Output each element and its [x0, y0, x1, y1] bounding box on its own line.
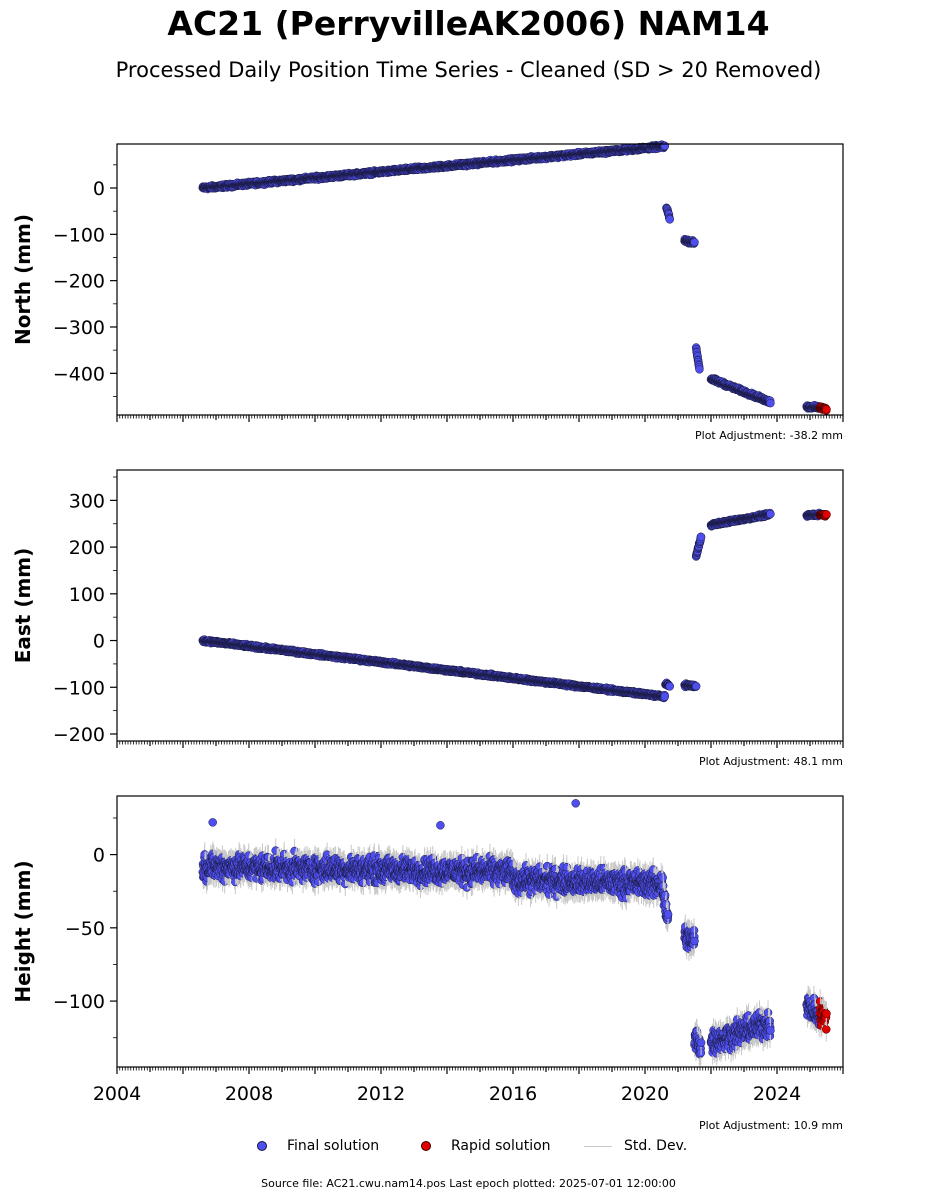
final-point: [666, 215, 674, 223]
rapid-point: [823, 405, 831, 413]
final-point: [695, 365, 703, 373]
final-point: [766, 399, 774, 407]
final-point: [691, 238, 699, 246]
data-points-north: [199, 141, 831, 415]
x-ticks-north: [117, 415, 843, 422]
final-point: [661, 142, 669, 150]
